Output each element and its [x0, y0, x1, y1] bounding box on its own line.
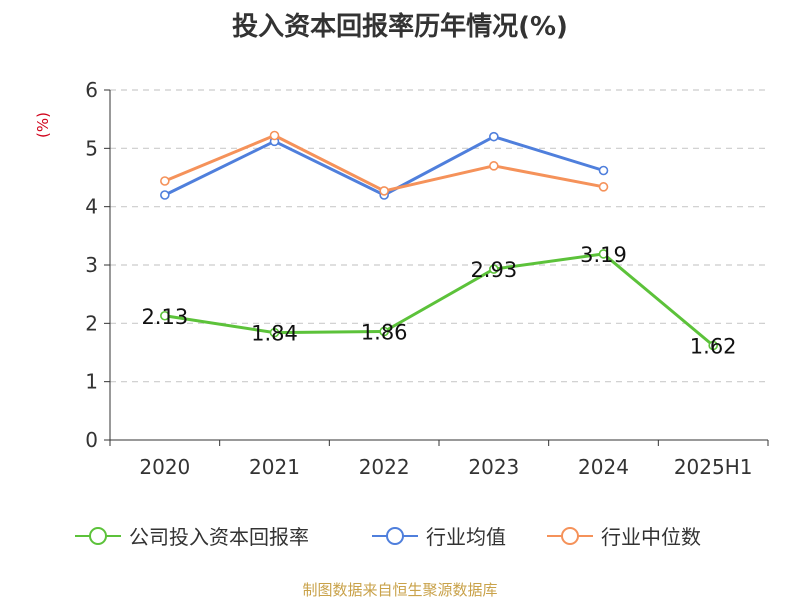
x-tick-label: 2022	[359, 455, 410, 479]
x-tick-label: 2021	[249, 455, 300, 479]
data-labels: 2.13 1.84 1.86 2.93 3.19 1.62	[141, 243, 736, 359]
y-tick-label: 4	[85, 195, 98, 219]
data-point	[708, 340, 718, 351]
y-tick-label: 0	[85, 428, 98, 452]
data-label: 3.19	[580, 243, 627, 267]
data-point	[598, 182, 609, 192]
y-axis-label: (%)	[34, 112, 52, 138]
x-tick-label: 2024	[578, 455, 629, 479]
data-point	[160, 310, 170, 321]
x-tick-label: 2025H1	[674, 455, 753, 479]
y-tick-label: 6	[85, 78, 98, 102]
data-point	[489, 161, 499, 171]
data-point	[269, 130, 280, 141]
data-point	[598, 249, 609, 259]
grid-lines	[110, 89, 768, 383]
legend-industry-median[interactable]: 行业中位数	[545, 521, 701, 550]
legend-industry-mean[interactable]: 行业均值	[370, 521, 506, 550]
legend-label-industry-median: 行业中位数	[601, 525, 701, 549]
y-tick-label: 5	[85, 136, 98, 160]
source-note: 制图数据来自恒生聚源数据库	[302, 581, 498, 599]
legend-marker-industry-median	[547, 526, 593, 545]
data-point	[160, 176, 170, 186]
legend-marker-industry-mean	[372, 526, 418, 545]
y-tick-label: 1	[85, 370, 98, 394]
y-tick-label: 2	[85, 311, 98, 335]
data-label: 2.93	[470, 258, 517, 282]
data-point	[489, 264, 499, 274]
legend-company[interactable]: 公司投入资本回报率	[73, 521, 309, 550]
data-point	[379, 326, 389, 337]
data-point	[160, 190, 170, 200]
data-point	[379, 186, 389, 196]
legend-label-industry-mean: 行业均值	[426, 525, 506, 549]
series-lines	[160, 130, 718, 351]
legend-marker-company	[75, 526, 121, 545]
x-tick-label: 2023	[468, 455, 519, 479]
data-point	[269, 327, 280, 338]
data-label: 1.62	[690, 335, 737, 359]
data-point	[489, 131, 499, 142]
series-line	[164, 252, 715, 347]
axes: 0 1 2 3 4 5 6 2020 2021 2022 2023 2024 2025H1	[85, 78, 769, 479]
legend-label-company: 公司投入资本回报率	[129, 525, 309, 549]
data-label: 1.86	[361, 321, 408, 345]
data-label: 1.84	[251, 322, 298, 346]
data-point	[598, 165, 609, 176]
y-tick-label: 3	[85, 253, 98, 277]
data-label: 2.13	[141, 305, 188, 329]
x-tick-label: 2020	[139, 455, 190, 479]
chart-title: 投入资本回报率历年情况(%)	[232, 12, 568, 42]
